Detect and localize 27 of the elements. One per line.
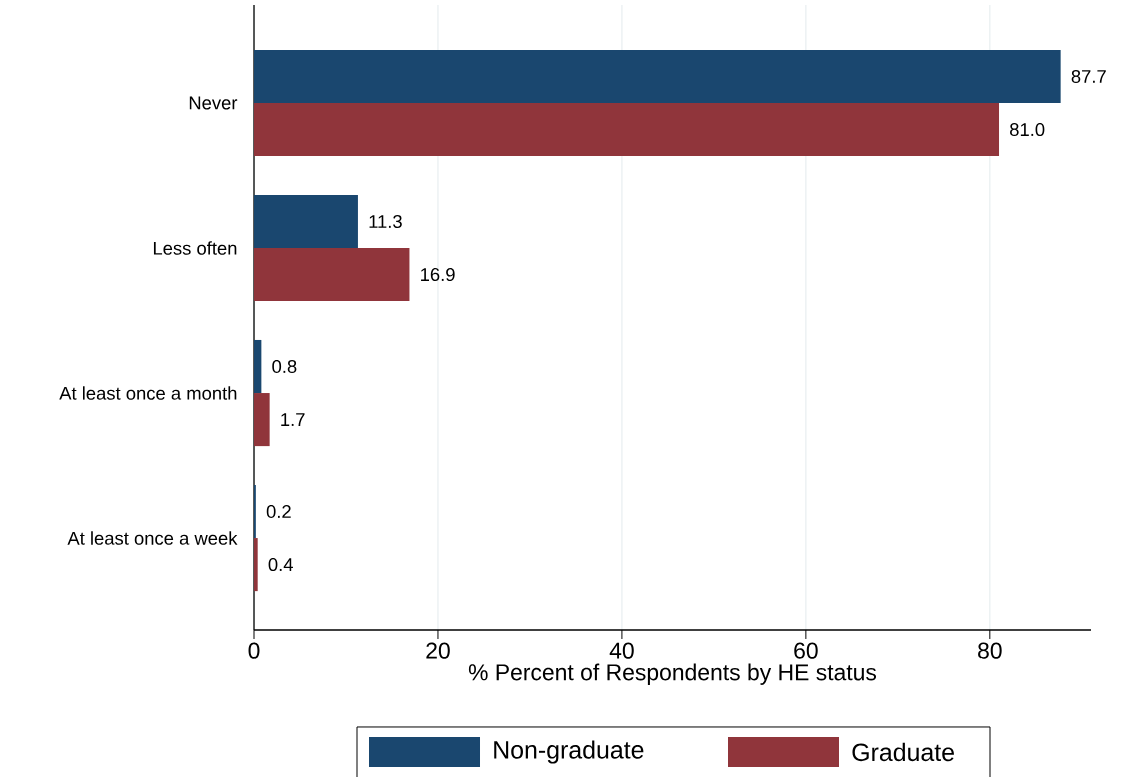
y-tick-label: Less often xyxy=(153,241,237,255)
x-tick-label: 60 xyxy=(794,642,818,659)
data-label: 0.8 xyxy=(272,359,297,374)
y-tick-label: At least once a month xyxy=(59,386,237,400)
x-tick-label: 80 xyxy=(978,642,1002,659)
bar xyxy=(254,393,270,447)
y-tick-label: At least once a week xyxy=(67,531,238,545)
bar xyxy=(254,103,1000,157)
legend-label: Graduate xyxy=(852,742,954,762)
bar xyxy=(254,194,358,249)
bar xyxy=(254,248,410,302)
data-label: 1.7 xyxy=(281,413,305,426)
bar xyxy=(254,538,258,592)
data-label: 11.3 xyxy=(369,214,402,229)
bar xyxy=(254,49,1061,104)
x-axis-title: % Percent of Respondents by HE status xyxy=(468,663,877,685)
data-label: 81.0 xyxy=(1010,123,1045,137)
x-tick-label: 20 xyxy=(426,642,450,659)
data-label: 0.4 xyxy=(268,558,293,572)
legend-label: Non-graduate xyxy=(494,740,644,764)
bar xyxy=(254,339,262,394)
data-label: 87.7 xyxy=(1071,69,1106,83)
data-label: 0.2 xyxy=(266,504,291,519)
y-tick-label: Never xyxy=(189,96,238,110)
data-label: 16.9 xyxy=(421,268,455,282)
x-tick-label: 0 xyxy=(248,642,260,659)
x-tick-label: 40 xyxy=(609,642,634,659)
